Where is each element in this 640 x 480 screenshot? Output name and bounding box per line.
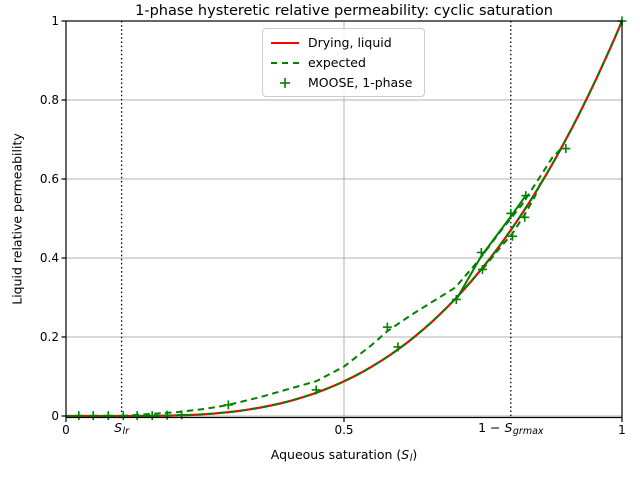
plus-icon: [280, 77, 290, 88]
legend-entry: Drying, liquid: [271, 34, 416, 51]
x-tick-label: 0.5: [334, 423, 354, 437]
y-tick-label: 0.2: [39, 330, 59, 344]
x-axis-label-subscript: l: [409, 453, 413, 464]
vline-label-subscript: grmax: [512, 426, 544, 437]
vline-label-subscript: lr: [122, 426, 130, 437]
legend-solid-line-icon: [271, 41, 299, 44]
legend-line-sample: [271, 41, 299, 44]
expected-curve-wetting-branch: [121, 145, 565, 417]
y-tick-label: 0.8: [39, 93, 59, 107]
legend-entry-label: MOOSE, 1-phase: [308, 75, 413, 90]
legend-entry-label: Drying, liquid: [308, 35, 392, 50]
expected-curve-drying-overlay: [66, 20, 623, 417]
x-axis-label-close: ): [412, 447, 418, 462]
expected-curve-scanning-branch: [481, 180, 543, 271]
x-axis-label: Aqueous saturation (Sl): [66, 447, 622, 464]
legend-entry-label: expected: [308, 55, 366, 70]
legend-entry: MOOSE, 1-phase: [271, 74, 416, 91]
x-tick-label: 1: [618, 423, 626, 437]
legend-line-sample: [271, 61, 299, 64]
moose-scanning-line: [455, 195, 527, 300]
y-axis-label: Liquid relative permeability: [9, 133, 25, 305]
y-tick-label: 0: [51, 409, 59, 423]
x-axis-label-symbol: S: [401, 447, 410, 462]
legend-plus-marker-icon: [271, 76, 299, 90]
y-tick-label: 1: [51, 14, 59, 28]
legend: Drying, liquid expected MOOSE, 1-phase: [262, 28, 425, 97]
x-axis-label-text: Aqueous saturation (: [270, 447, 402, 462]
saturation-vline-label: Slr: [114, 420, 130, 437]
vline-label-symbol: S: [504, 420, 513, 435]
vline-label-prefix: 1 −: [478, 420, 505, 435]
legend-entry: expected: [271, 54, 416, 71]
saturation-vline-label: 1 − Sgrmax: [478, 420, 544, 437]
chart-title: 1-phase hysteretic relative permeability…: [135, 3, 553, 19]
legend-dashed-line-icon: [271, 61, 299, 64]
y-tick-label: 0.4: [39, 251, 59, 265]
y-tick-label: 0.6: [39, 172, 59, 186]
x-tick-label: 0: [62, 423, 70, 437]
vline-label-symbol: S: [114, 420, 123, 435]
